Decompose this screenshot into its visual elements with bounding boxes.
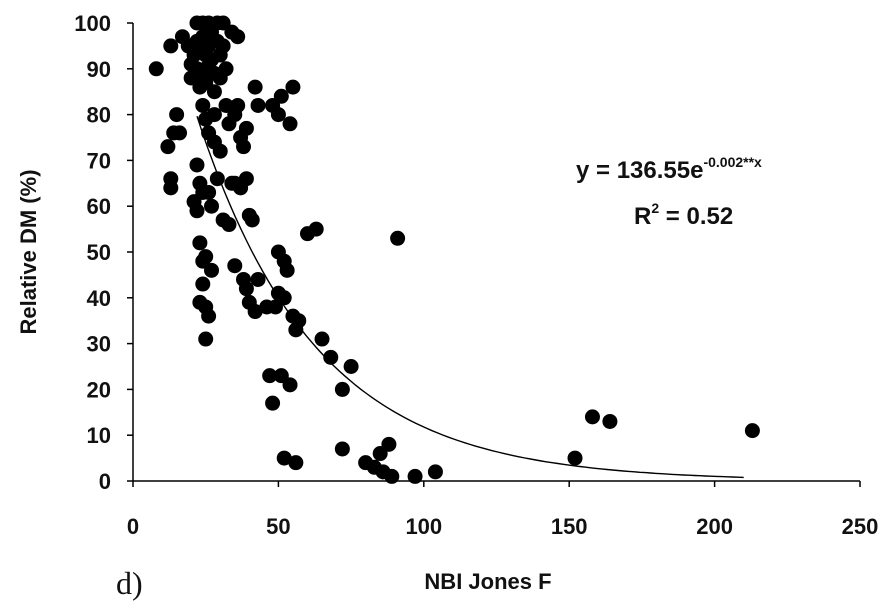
data-point xyxy=(282,116,298,132)
data-point xyxy=(198,331,214,347)
data-points xyxy=(148,15,760,484)
data-point xyxy=(201,308,217,324)
svg-text:R2 = 0.52: R2 = 0.52 xyxy=(634,200,733,230)
data-point xyxy=(244,212,260,228)
trendline xyxy=(196,115,744,479)
y-tick-label: 100 xyxy=(74,11,111,36)
x-tick-label: 50 xyxy=(266,514,290,539)
data-point xyxy=(189,203,205,219)
y-tick-label: 40 xyxy=(87,286,111,311)
data-point xyxy=(343,359,359,374)
y-tick-label: 90 xyxy=(87,57,111,82)
data-point xyxy=(189,157,205,173)
data-point xyxy=(247,79,263,95)
equation-base: y = 136.55e xyxy=(576,157,703,184)
y-tick-label: 70 xyxy=(87,148,111,173)
data-point xyxy=(163,180,179,196)
data-point xyxy=(215,38,231,54)
data-point xyxy=(390,230,406,246)
x-tick-labels: 0 50 100 150 200 250 xyxy=(127,514,878,539)
data-point xyxy=(334,441,350,457)
svg-text:y = 136.55e-0.002**x: y = 136.55e-0.002**x xyxy=(576,154,762,184)
data-point xyxy=(314,331,330,347)
data-point xyxy=(227,258,243,274)
data-point xyxy=(201,184,217,200)
data-point xyxy=(163,38,179,54)
data-point xyxy=(148,61,164,77)
data-point xyxy=(195,97,211,113)
data-point xyxy=(276,450,292,466)
data-point xyxy=(238,120,254,136)
data-point xyxy=(744,423,760,439)
data-point xyxy=(206,107,222,123)
data-point xyxy=(285,79,301,95)
data-point xyxy=(407,468,423,484)
y-axis-title: Relative DM (%) xyxy=(16,169,41,334)
axes xyxy=(132,23,860,482)
x-tick-label: 0 xyxy=(127,514,139,539)
data-point xyxy=(308,221,324,237)
x-tick-label: 250 xyxy=(842,514,879,539)
data-point xyxy=(221,217,237,233)
data-point xyxy=(250,97,266,113)
data-point xyxy=(230,29,246,45)
data-point xyxy=(265,395,281,411)
data-point xyxy=(206,84,222,100)
data-point xyxy=(262,368,278,384)
data-point xyxy=(282,377,298,393)
data-point xyxy=(602,413,618,429)
y-tick-label: 0 xyxy=(99,469,111,494)
r2-superscript: 2 xyxy=(651,200,659,216)
data-point xyxy=(584,409,600,425)
data-point xyxy=(427,464,443,480)
data-point xyxy=(288,322,304,338)
y-tick-label: 30 xyxy=(87,332,111,357)
r-squared: R2 = 0.52 xyxy=(634,200,733,230)
data-point xyxy=(195,276,211,292)
data-point xyxy=(238,171,254,187)
y-tick-label: 50 xyxy=(87,240,111,265)
data-point xyxy=(273,88,289,104)
panel-label: d) xyxy=(116,565,143,601)
data-point xyxy=(230,97,246,113)
r2-label: R xyxy=(634,203,651,230)
data-point xyxy=(381,436,397,452)
data-point xyxy=(192,235,208,251)
r2-value: = 0.52 xyxy=(659,203,733,230)
tick-marks xyxy=(127,22,861,487)
data-point xyxy=(250,271,266,287)
data-point xyxy=(212,143,228,159)
y-tick-label: 20 xyxy=(87,377,111,402)
x-axis-title: NBI Jones F xyxy=(424,569,551,594)
data-point xyxy=(204,262,220,278)
data-point xyxy=(218,61,234,77)
data-point xyxy=(567,450,583,466)
data-point xyxy=(198,249,214,265)
data-point xyxy=(238,281,254,297)
equation-exponent: -0.002**x xyxy=(703,154,762,170)
data-point xyxy=(384,468,400,484)
data-point xyxy=(160,139,176,155)
data-point xyxy=(236,139,252,155)
data-point xyxy=(247,304,263,320)
x-tick-label: 100 xyxy=(405,514,442,539)
data-point xyxy=(276,253,292,269)
data-point xyxy=(172,125,188,141)
x-tick-label: 200 xyxy=(696,514,733,539)
data-point xyxy=(169,107,185,123)
y-tick-label: 10 xyxy=(87,423,111,448)
data-point xyxy=(270,107,286,123)
y-tick-labels: 0 10 20 30 40 50 60 70 80 90 100 xyxy=(74,11,111,494)
data-point xyxy=(288,455,304,471)
regression-equation: y = 136.55e-0.002**x xyxy=(576,154,762,184)
data-point xyxy=(334,381,350,397)
y-tick-label: 80 xyxy=(87,103,111,128)
x-tick-label: 150 xyxy=(551,514,588,539)
data-point xyxy=(204,198,220,214)
y-tick-label: 60 xyxy=(87,194,111,219)
data-point xyxy=(323,349,339,365)
